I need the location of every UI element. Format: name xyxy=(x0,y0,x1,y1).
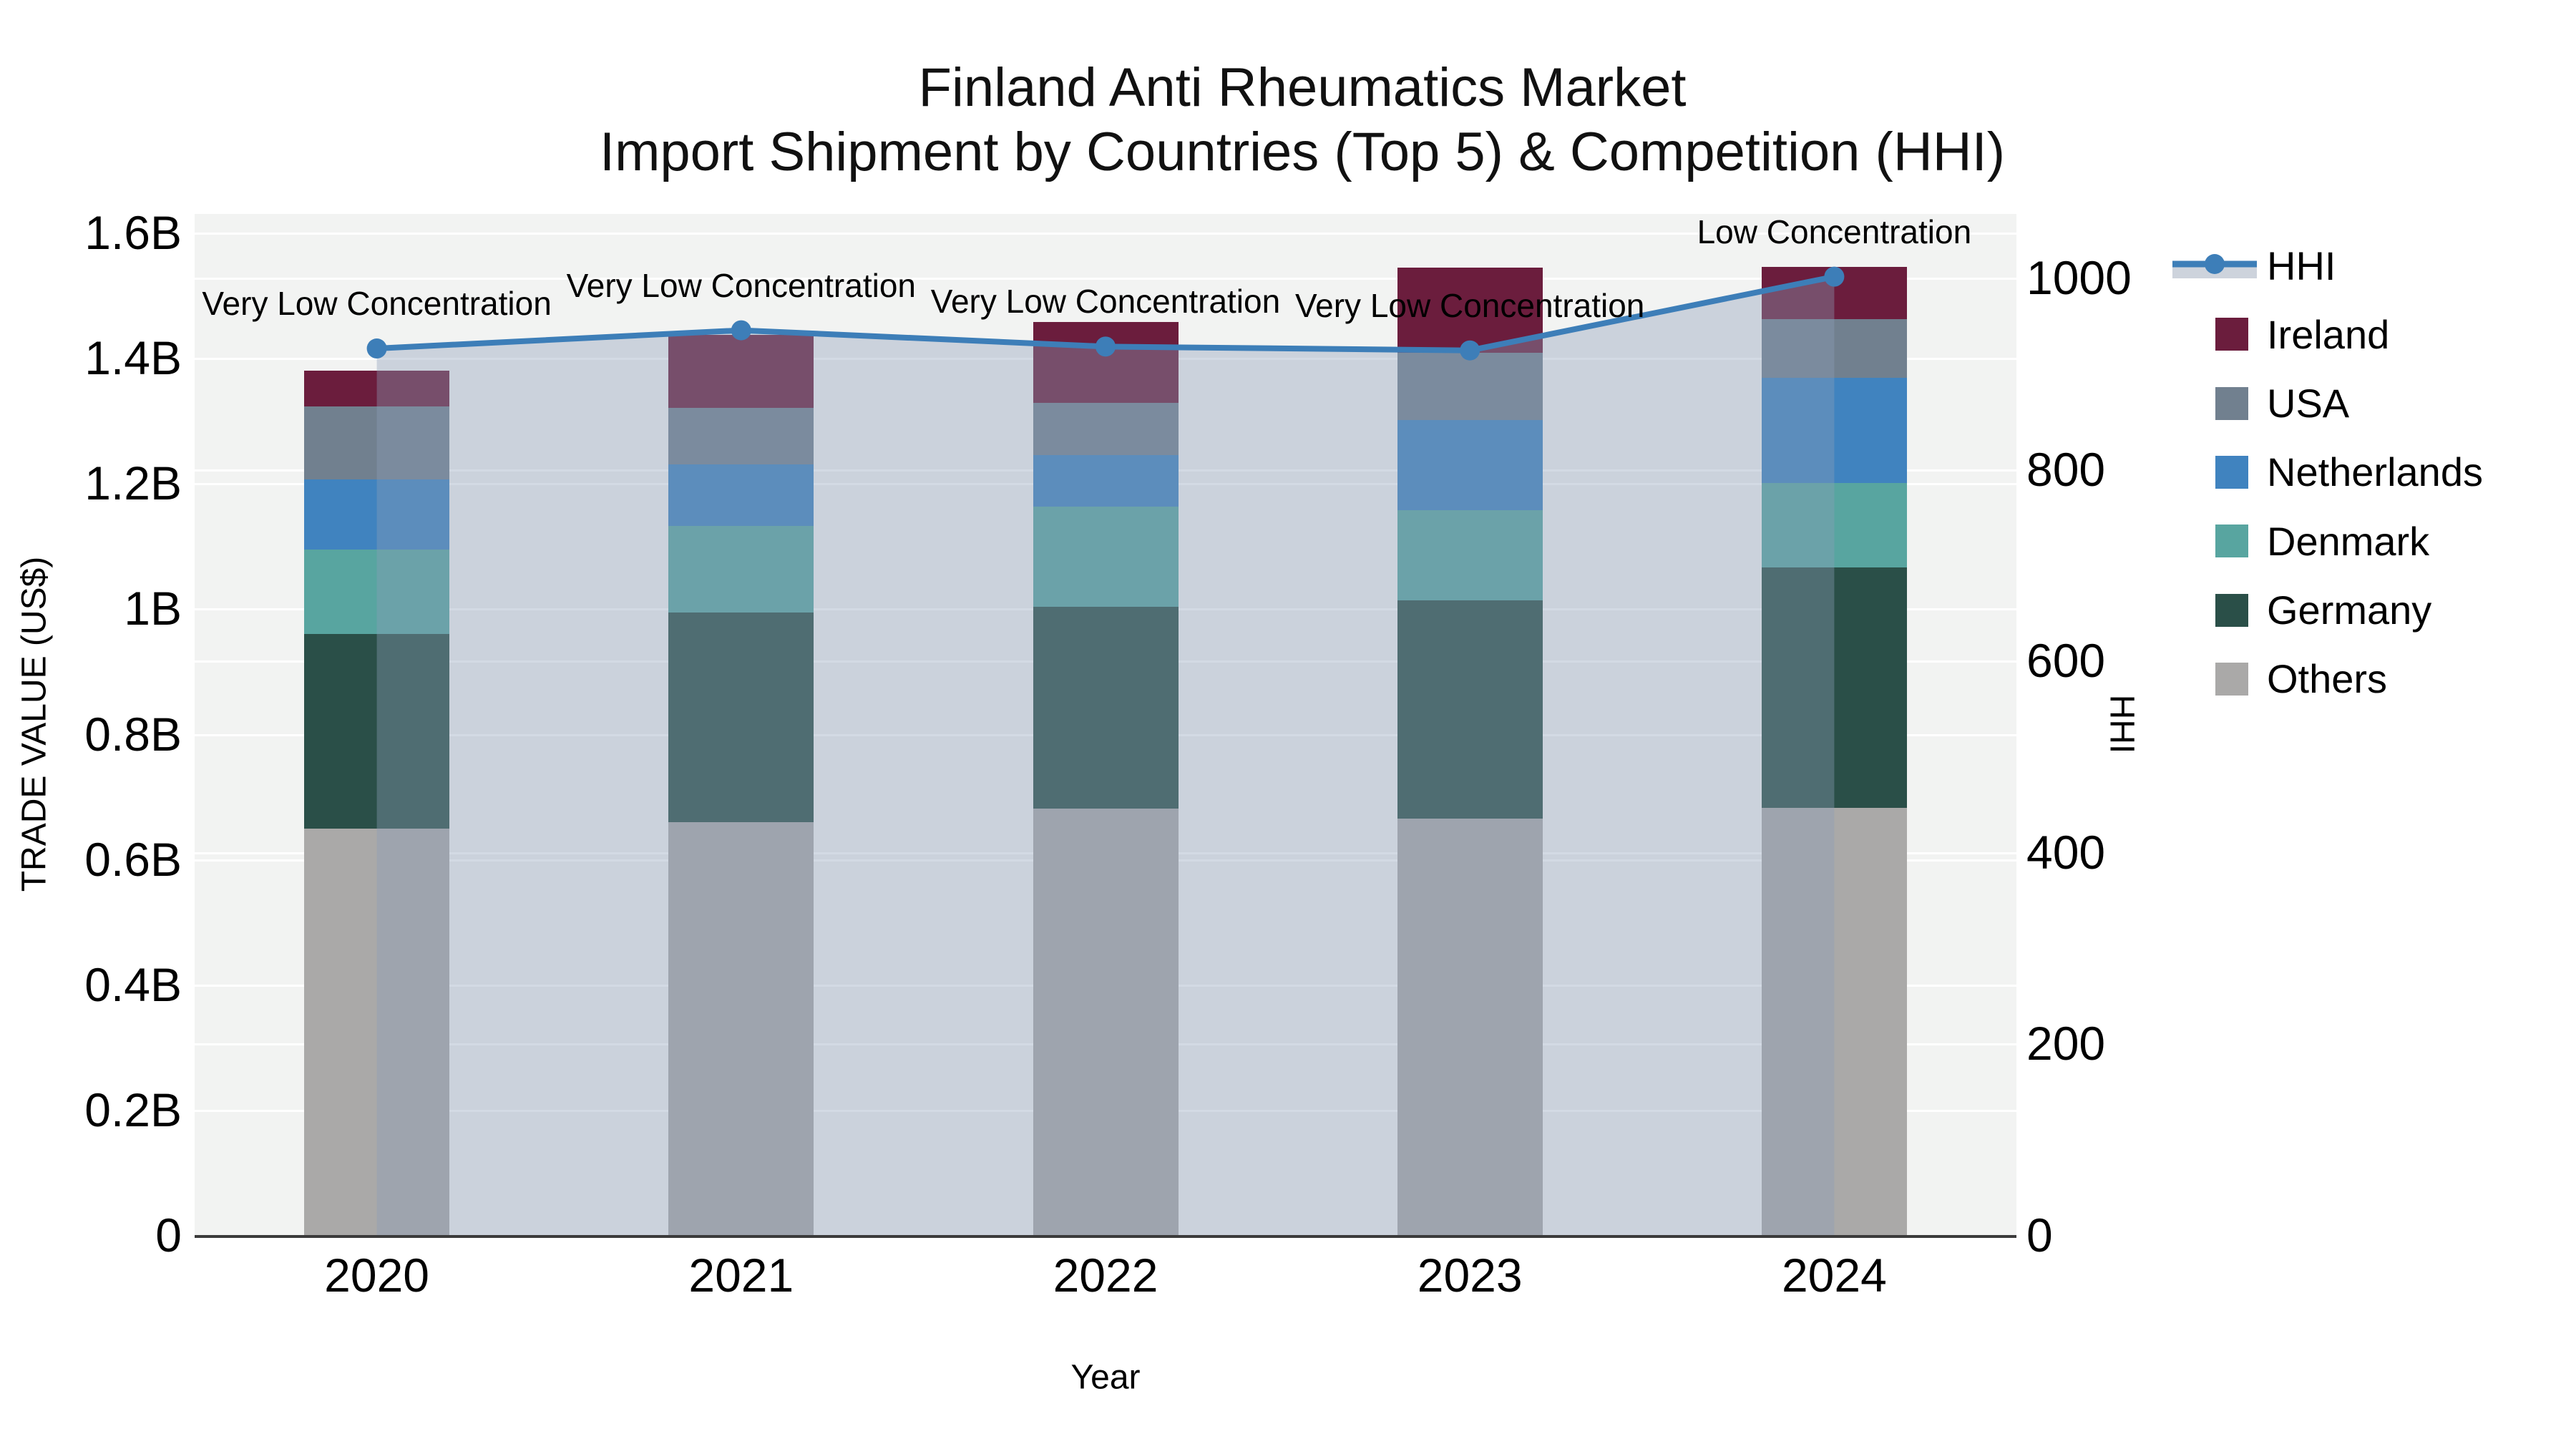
bar-segment-usa-2022 xyxy=(1033,402,1179,455)
legend-label-netherlands: Netherlands xyxy=(2267,449,2483,495)
x-axis-title: Year xyxy=(1070,1358,1141,1397)
bar-segment-netherlands-2020 xyxy=(304,479,450,550)
left-tick-1.2B: 1.2B xyxy=(84,457,182,510)
bar-segment-netherlands-2023 xyxy=(1397,419,1543,510)
legend-swatch-ireland xyxy=(2215,318,2248,351)
left-tick-1.4B: 1.4B xyxy=(84,331,182,385)
bar-segment-ireland-2020 xyxy=(304,370,450,406)
right-tick-600: 600 xyxy=(2026,634,2106,688)
left-tick-0: 0 xyxy=(155,1209,182,1262)
x-axis-line xyxy=(195,1235,2016,1238)
bar-segment-germany-2024 xyxy=(1761,566,1907,808)
bar-segment-denmark-2021 xyxy=(668,525,814,613)
bar-segment-germany-2022 xyxy=(1033,605,1179,809)
legend-item-denmark[interactable]: Denmark xyxy=(2215,507,2429,575)
bar-segment-germany-2023 xyxy=(1397,600,1543,819)
bar-segment-ireland-2021 xyxy=(668,334,814,409)
bar-segment-denmark-2023 xyxy=(1397,509,1543,600)
chart-title-line1: Finland Anti Rheumatics Market xyxy=(918,57,1687,118)
legend-label-hhi: HHI xyxy=(2267,243,2336,288)
annotation-2022: Very Low Concentration xyxy=(930,283,1281,321)
bar-segment-denmark-2024 xyxy=(1761,482,1907,567)
legend-swatch-usa xyxy=(2215,386,2248,420)
annotation-2024: Low Concentration xyxy=(1697,213,1972,250)
x-tick-2023: 2023 xyxy=(1417,1249,1523,1302)
annotation-2021: Very Low Concentration xyxy=(566,266,916,304)
right-tick-200: 200 xyxy=(2026,1017,2106,1070)
annotation-2020: Very Low Concentration xyxy=(202,285,552,322)
plot-area xyxy=(195,214,2016,1236)
legend-label-usa: USA xyxy=(2267,381,2350,426)
legend-item-germany[interactable]: Germany xyxy=(2215,576,2431,645)
hhi-legend-sample-icon xyxy=(2172,254,2257,278)
legend-item-hhi[interactable]: HHI xyxy=(2172,231,2336,300)
left-tick-0.2B: 0.2B xyxy=(84,1083,182,1136)
legend-swatch-germany xyxy=(2215,593,2248,627)
left-tick-1B: 1B xyxy=(124,582,182,635)
left-tick-0.4B: 0.4B xyxy=(84,957,182,1011)
annotation-2023: Very Low Concentration xyxy=(1294,286,1645,324)
legend-swatch-others xyxy=(2215,662,2248,696)
bar-segment-netherlands-2022 xyxy=(1033,454,1179,507)
x-tick-2022: 2022 xyxy=(1053,1249,1158,1302)
chart-title: Finland Anti Rheumatics Market Import Sh… xyxy=(600,56,2005,185)
bar-segment-denmark-2020 xyxy=(304,549,450,635)
x-tick-2021: 2021 xyxy=(688,1249,794,1302)
bar-segment-usa-2021 xyxy=(668,407,814,464)
y-axis-title-right: HHI xyxy=(2102,694,2141,754)
bar-segment-germany-2021 xyxy=(668,611,814,822)
bar-segment-usa-2023 xyxy=(1397,352,1543,420)
right-tick-1000: 1000 xyxy=(2026,251,2132,304)
bar-segment-usa-2020 xyxy=(304,405,450,479)
left-tick-0.8B: 0.8B xyxy=(84,707,182,761)
legend-label-germany: Germany xyxy=(2267,587,2432,633)
gridline-left-axis xyxy=(195,233,2016,235)
legend-item-others[interactable]: Others xyxy=(2215,645,2387,713)
right-tick-800: 800 xyxy=(2026,442,2106,496)
legend-label-ireland: Ireland xyxy=(2267,311,2390,357)
chart-title-line2: Import Shipment by Countries (Top 5) & C… xyxy=(599,122,2006,182)
legend-item-netherlands[interactable]: Netherlands xyxy=(2215,438,2483,507)
right-tick-400: 400 xyxy=(2026,825,2106,879)
gridline-right-axis xyxy=(195,278,2016,280)
bar-segment-ireland-2024 xyxy=(1761,267,1907,319)
legend-item-usa[interactable]: USA xyxy=(2215,369,2349,438)
legend-swatch-denmark xyxy=(2215,525,2248,558)
bar-segment-denmark-2022 xyxy=(1033,506,1179,607)
bar-segment-others-2021 xyxy=(668,821,814,1236)
legend-swatch-netherlands xyxy=(2215,455,2248,489)
legend: HHI Ireland USA Netherlands Denmark Germany Ot… xyxy=(2172,0,2573,1449)
bar-segment-others-2022 xyxy=(1033,807,1179,1236)
bar-segment-others-2024 xyxy=(1761,806,1907,1236)
y-axis-title-left: TRADE VALUE (US$) xyxy=(15,556,54,892)
bar-segment-others-2020 xyxy=(304,827,450,1236)
right-tick-0: 0 xyxy=(2026,1209,2053,1262)
bar-segment-netherlands-2021 xyxy=(668,464,814,526)
bar-segment-netherlands-2024 xyxy=(1761,377,1907,484)
legend-label-denmark: Denmark xyxy=(2267,518,2430,564)
bar-segment-usa-2024 xyxy=(1761,318,1907,379)
legend-label-others: Others xyxy=(2267,656,2388,702)
bar-segment-germany-2020 xyxy=(304,633,450,829)
bar-segment-ireland-2022 xyxy=(1033,322,1179,404)
x-tick-2024: 2024 xyxy=(1781,1249,1887,1302)
left-tick-0.6B: 0.6B xyxy=(84,832,182,886)
bar-segment-others-2023 xyxy=(1397,817,1543,1236)
left-tick-1.6B: 1.6B xyxy=(84,206,182,260)
x-tick-2020: 2020 xyxy=(324,1249,430,1302)
legend-item-ireland[interactable]: Ireland xyxy=(2215,300,2389,369)
